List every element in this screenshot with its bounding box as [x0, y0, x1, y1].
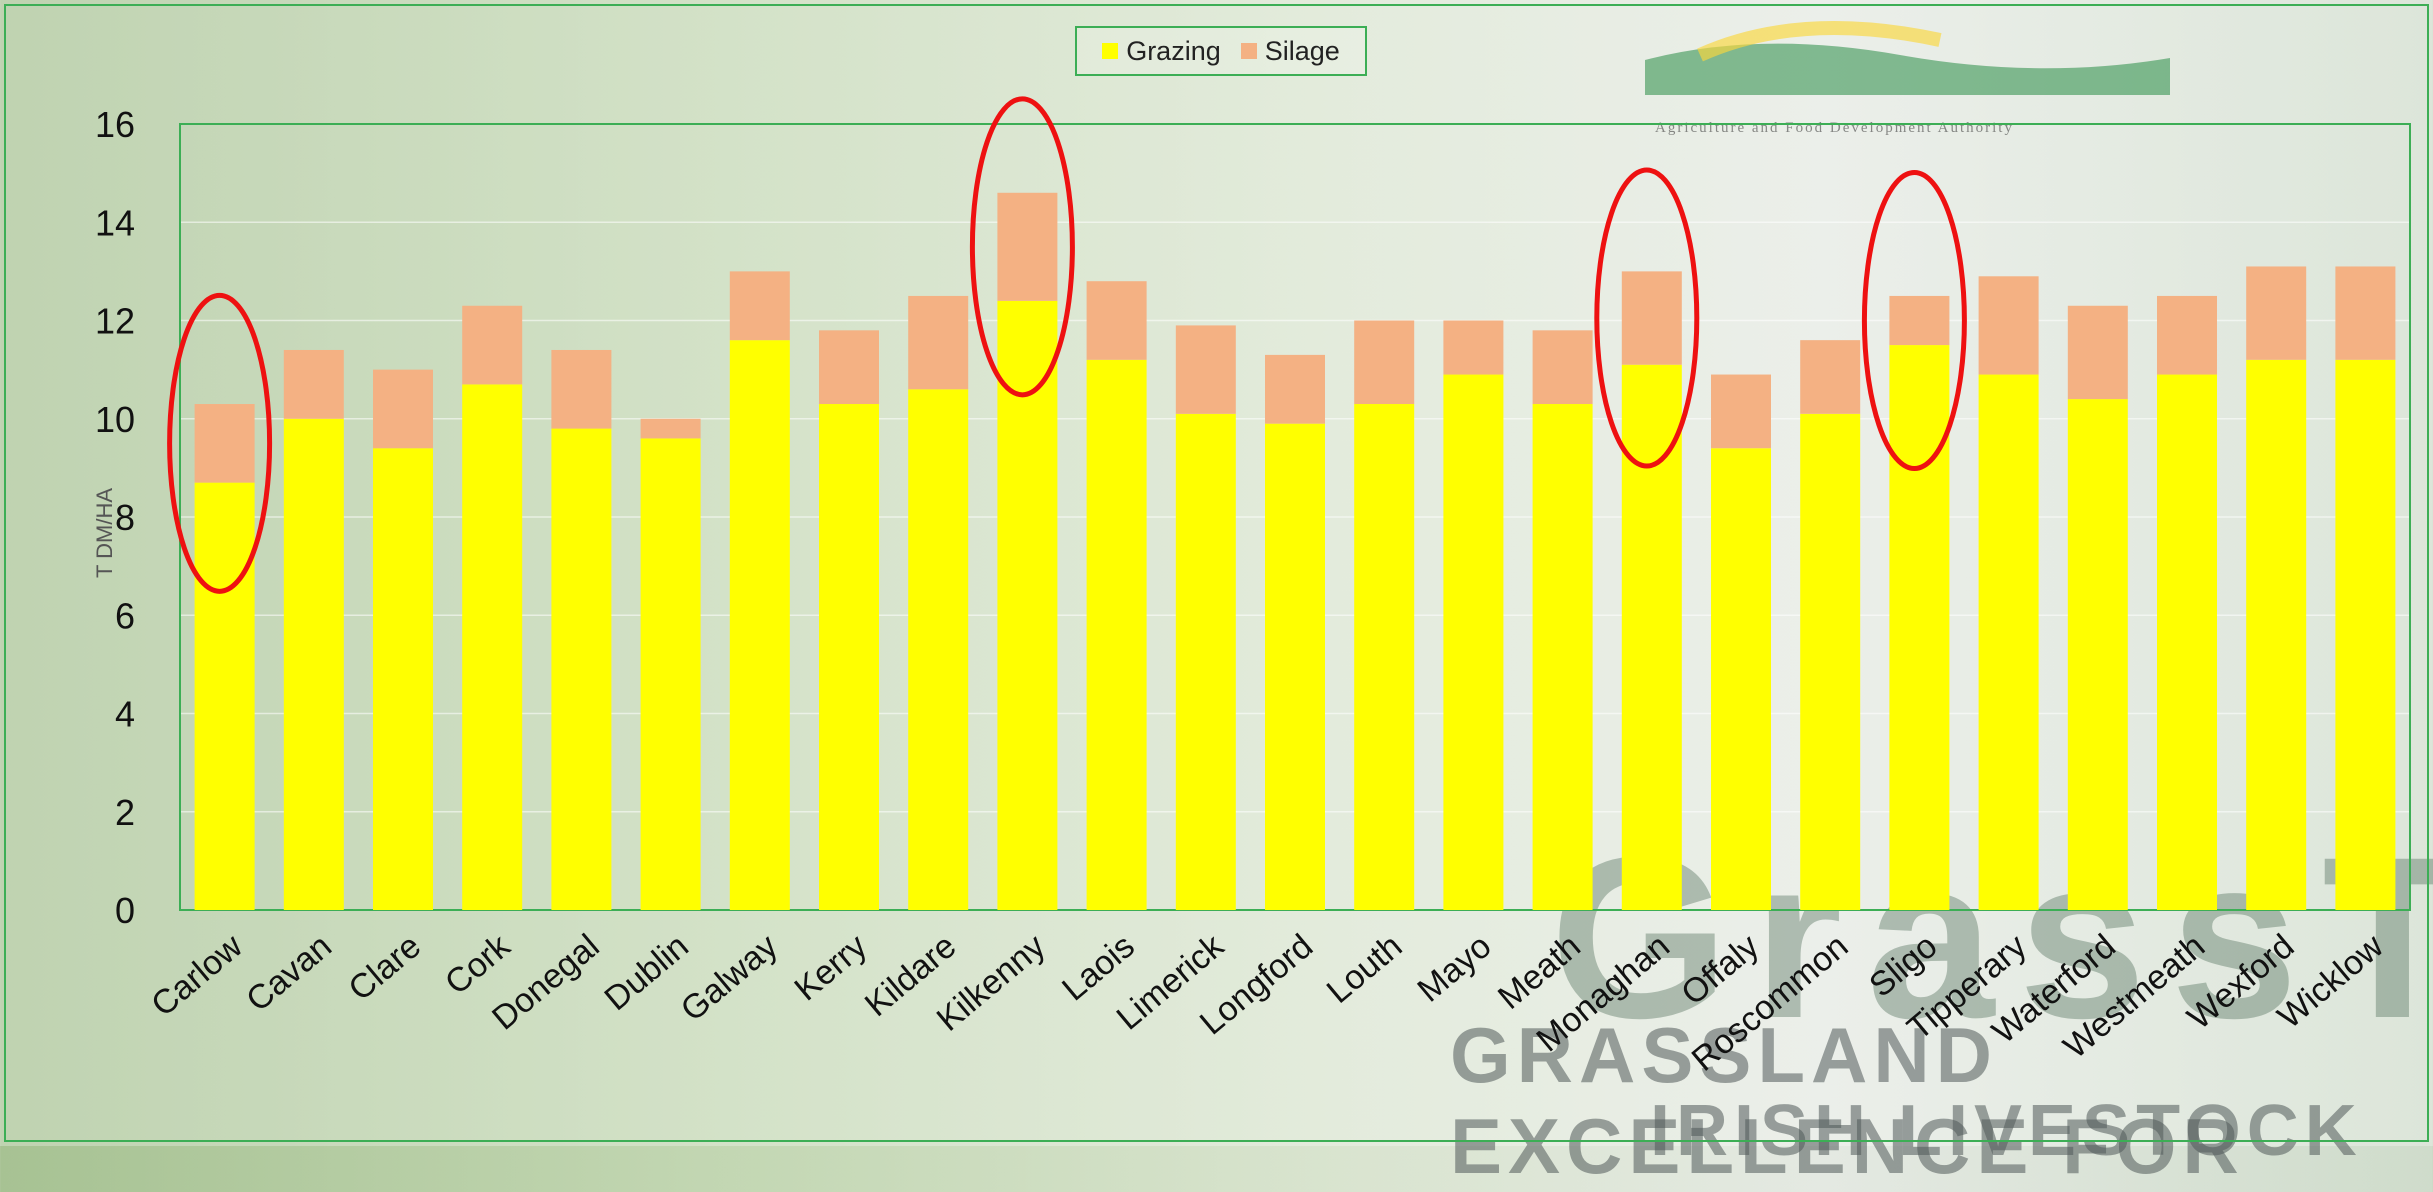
y-tick-label-4: 4 — [115, 694, 135, 735]
bar-silage-galway — [729, 271, 790, 341]
bar-grazing-clare — [373, 448, 433, 910]
y-tick-label-12: 12 — [95, 301, 135, 342]
bar-grazing-tipperary — [1978, 374, 2039, 911]
y-tick-label-16: 16 — [95, 104, 135, 145]
bar-grazing-kerry — [819, 404, 879, 910]
bar-grazing-kildare — [908, 389, 969, 910]
bar-grazing-donegal — [551, 428, 612, 910]
highlight-ellipse-monaghan — [1594, 167, 1700, 469]
bar-grazing-roscommon — [1800, 413, 1861, 910]
bar-silage-longford — [1265, 354, 1325, 424]
x-tick-label-carlow: Carlow — [144, 927, 250, 1024]
x-tick-label-galway: Galway — [674, 927, 785, 1029]
bar-grazing-offaly — [1711, 448, 1771, 910]
y-axis-label: T DM/HA — [92, 487, 118, 579]
bar-grazing-kilkenny — [997, 300, 1058, 911]
bar-silage-tipperary — [1978, 276, 2039, 375]
bar-silage-kildare — [908, 295, 969, 390]
y-tick-label-14: 14 — [95, 202, 135, 243]
y-tick-label-0: 0 — [115, 890, 135, 931]
bar-silage-mayo — [1443, 320, 1504, 375]
highlight-ellipse-sligo — [1861, 170, 1967, 471]
bar-silage-roscommon — [1800, 340, 1861, 414]
bar-grazing-sligo — [1889, 345, 1950, 910]
x-tick-label-cavan: Cavan — [239, 927, 339, 1019]
bar-grazing-dublin — [640, 438, 701, 910]
bar-silage-carlow — [194, 404, 255, 483]
legend-label-grazing: Grazing — [1126, 35, 1221, 66]
legend-swatch-silage — [1240, 43, 1257, 59]
bar-silage-offaly — [1711, 374, 1771, 449]
x-tick-label-louth: Louth — [1320, 927, 1410, 1011]
bar-silage-wexford — [2246, 266, 2307, 360]
bar-grazing-cavan — [283, 418, 344, 910]
bar-grazing-limerick — [1175, 413, 1236, 910]
bar-silage-kilkenny — [997, 192, 1058, 301]
bar-silage-kerry — [819, 330, 879, 405]
y-tick-label-8: 8 — [115, 497, 135, 538]
y-tick-label-6: 6 — [115, 595, 135, 636]
x-tick-label-clare: Clare — [341, 927, 428, 1008]
chart-frame — [4, 4, 2429, 1142]
bar-silage-wicklow — [2335, 266, 2396, 360]
bar-grazing-laois — [1086, 359, 1147, 910]
highlight-ellipse-carlow — [167, 292, 273, 594]
bar-silage-meath — [1532, 330, 1593, 405]
y-tick-label-10: 10 — [95, 399, 135, 440]
bar-silage-westmeath — [2157, 295, 2217, 375]
bar-grazing-monaghan — [1621, 364, 1682, 910]
bar-grazing-mayo — [1443, 374, 1504, 911]
highlight-ellipse-kilkenny — [969, 96, 1075, 398]
bar-silage-waterford — [2067, 305, 2128, 400]
bar-silage-donegal — [551, 349, 612, 429]
bar-grazing-longford — [1265, 423, 1325, 910]
bar-silage-louth — [1354, 320, 1415, 405]
bar-grazing-meath — [1532, 404, 1593, 910]
legend-item-silage: Silage — [1240, 35, 1340, 67]
bar-grazing-wicklow — [2335, 359, 2396, 910]
bar-grazing-louth — [1354, 404, 1415, 910]
bar-grazing-waterford — [2067, 399, 2128, 910]
legend-swatch-grazing — [1102, 43, 1119, 59]
bar-grazing-wexford — [2246, 359, 2307, 910]
watermark-logo — [1640, 0, 2180, 115]
bar-silage-sligo — [1889, 295, 1950, 346]
legend: Grazing Silage — [1075, 26, 1367, 76]
bar-grazing-westmeath — [2157, 374, 2217, 911]
y-tick-label-2: 2 — [115, 792, 135, 833]
legend-item-grazing: Grazing — [1102, 36, 1221, 67]
bar-silage-laois — [1086, 281, 1147, 360]
bar-silage-cork — [462, 305, 523, 385]
bar-silage-cavan — [283, 349, 344, 419]
x-tick-label-mayo: Mayo — [1410, 927, 1498, 1010]
bar-grazing-galway — [729, 340, 790, 910]
bar-silage-monaghan — [1621, 271, 1682, 365]
bar-silage-dublin — [640, 418, 701, 439]
bar-silage-limerick — [1175, 325, 1236, 414]
bar-silage-clare — [373, 369, 433, 449]
bar-grazing-cork — [462, 384, 523, 910]
bar-grazing-carlow — [194, 482, 255, 910]
legend-label-silage: Silage — [1264, 35, 1340, 66]
